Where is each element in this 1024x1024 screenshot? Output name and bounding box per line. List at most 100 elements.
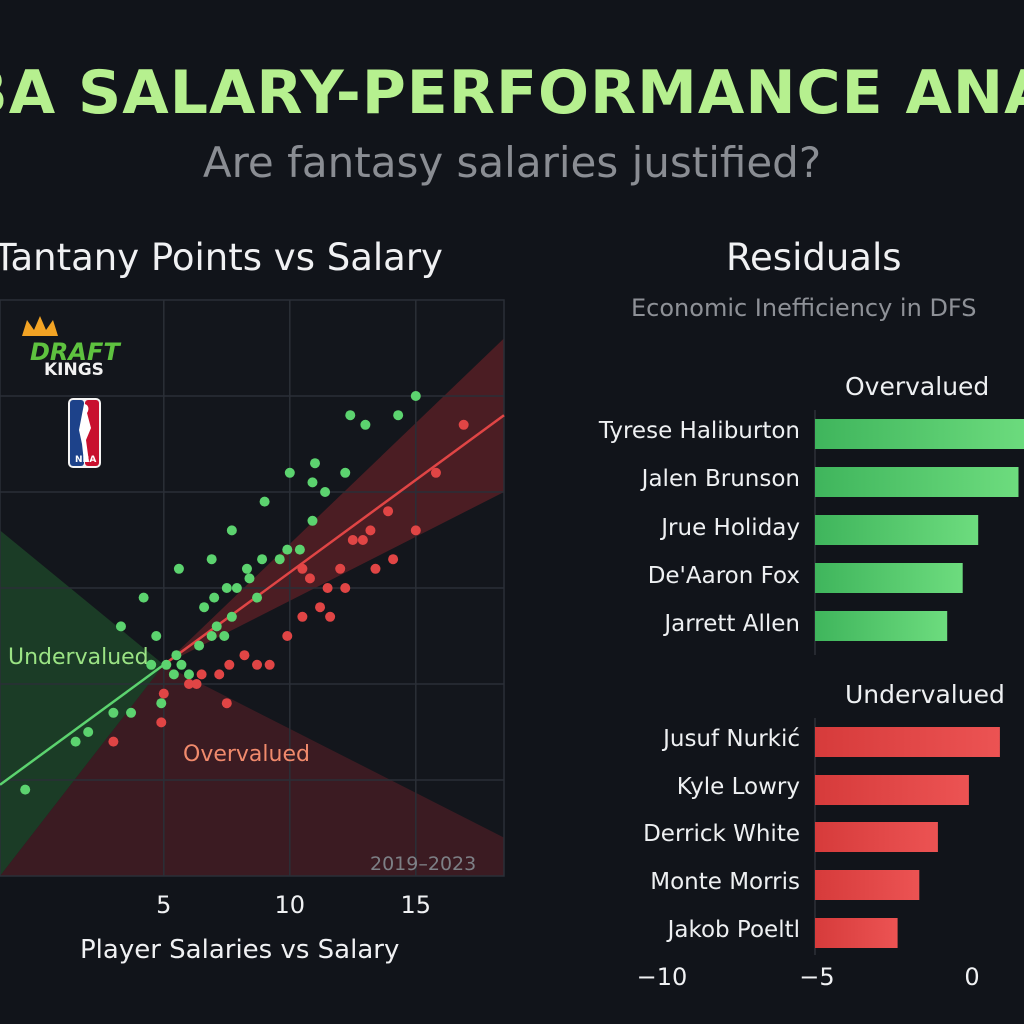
scatter-points (20, 391, 469, 795)
residual-bar (815, 467, 1019, 497)
scatter-point-green (307, 515, 318, 526)
x-ticks: 5 10 15 (156, 891, 431, 919)
scatter-point-red (297, 563, 308, 574)
group-label-undervalued: Undervalued (845, 680, 1005, 709)
player-silhouette-icon (79, 404, 91, 462)
scatter-point-green (209, 592, 220, 603)
scatter-point-green (410, 391, 421, 401)
player-label: Monte Morris (650, 869, 800, 895)
scatter-point-green (284, 467, 295, 478)
residual-x-ticks: −10 −5 0 (637, 963, 980, 991)
nba-logo: NBA (68, 398, 101, 468)
scatter-point-green (221, 583, 232, 593)
player-label: Derrick White (643, 821, 800, 847)
plot-border (0, 299, 505, 877)
scatter-point-red (315, 602, 326, 613)
player-label: Tyrese Haliburton (598, 418, 800, 444)
scatter-point-red (410, 525, 421, 536)
nba-logo-text: NBA (75, 455, 96, 465)
scatter-title: Tantany Points vs Salary (0, 236, 443, 279)
scatter-point-green (345, 410, 356, 421)
scatter-point-red (282, 631, 293, 641)
scatter-point-green (176, 659, 187, 670)
x-axis-label: Player Salaries vs Salary (80, 935, 399, 965)
scatter-point-green (168, 669, 179, 680)
scatter-point-green (244, 573, 255, 584)
scatter-point-red (221, 698, 232, 709)
scatter-point-red (184, 679, 194, 689)
scatter-point-green (307, 477, 318, 488)
residual-tick-label: −10 (637, 963, 688, 991)
player-label: Jrue Holiday (661, 515, 800, 541)
scatter-point-green (257, 554, 268, 565)
scatter-point-green (320, 487, 331, 497)
player-label: De'Aaron Fox (647, 563, 800, 589)
scatter-point-red (108, 736, 119, 747)
draftkings-logo-line2: KINGS (44, 360, 104, 380)
region-label-undervalued: Undervalued (8, 645, 149, 670)
scatter-point-green (161, 659, 172, 670)
scatter-point-red (357, 535, 368, 545)
scatter-point-green (231, 583, 242, 593)
residual-tick-label: 0 (964, 963, 979, 991)
scatter-point-green (146, 659, 157, 670)
scatter-point-green (151, 631, 162, 641)
residual-tick-label: −5 (799, 963, 834, 991)
draftkings-logo-line1: DRAFT (30, 338, 121, 366)
residual-bar (815, 419, 1024, 449)
scatter-point-green (274, 554, 285, 565)
region-label-overvalued: Overvalued (183, 742, 310, 767)
residual-bar (815, 775, 969, 805)
residuals-title: Residuals (726, 236, 902, 279)
scatter-point-red (191, 679, 202, 689)
scatter-point-red (252, 659, 263, 670)
scatter-point-green (194, 640, 205, 651)
residual-bar (815, 822, 938, 852)
trend-line-green (0, 663, 165, 786)
scatter-point-red (383, 506, 394, 517)
player-label: Kyle Lowry (676, 774, 800, 800)
scatter-point-red (325, 611, 336, 622)
scatter-point-red (297, 611, 308, 622)
scatter-point-green (393, 410, 404, 421)
crown-icon (22, 316, 58, 336)
residual-bar (815, 870, 920, 900)
scatter-point-red (365, 525, 376, 536)
scatter-point-green (360, 419, 371, 430)
scatter-point-green (282, 544, 293, 555)
scatter-point-red (304, 573, 315, 584)
scatter-point-green (126, 707, 137, 718)
scatter-point-green (340, 467, 351, 478)
player-label: Jusuf Nurkić (663, 726, 800, 752)
residuals-subtitle: Economic Inefficiency in DFS (631, 294, 977, 322)
overvalued-region (0, 664, 504, 876)
scatter-point-red (340, 583, 351, 593)
scatter-point-red (458, 419, 469, 430)
player-label: Jakob Poeltl (667, 917, 800, 943)
residual-bar (815, 611, 948, 641)
scatter-point-green (206, 631, 217, 641)
scatter-point-red (214, 669, 225, 680)
scatter-point-green (252, 592, 263, 603)
scatter-point-red (388, 554, 399, 565)
residual-bar (815, 563, 963, 593)
scatter-point-red (322, 583, 333, 593)
scatter-point-green (108, 707, 119, 718)
scatter-point-green (294, 544, 305, 555)
page-subtitle: Are fantasy salaries justified? (202, 138, 822, 187)
scatter-point-green (259, 496, 270, 507)
x-tick-label: 15 (401, 891, 432, 919)
x-tick-label: 5 (156, 891, 171, 919)
scatter-point-red (158, 688, 169, 699)
scatter-point-green (83, 727, 94, 737)
scatter-point-green (199, 602, 210, 613)
scatter-point-red (335, 563, 346, 574)
scatter-point-green (70, 736, 81, 747)
draftkings-logo: DRAFT KINGS (22, 316, 121, 380)
scatter-point-red (430, 467, 441, 478)
scatter-point-green (184, 669, 194, 680)
scatter-point-red (196, 669, 207, 680)
group-label-overvalued: Overvalued (845, 372, 990, 401)
scatter-point-green (138, 592, 149, 603)
residual-bar (815, 727, 1000, 757)
